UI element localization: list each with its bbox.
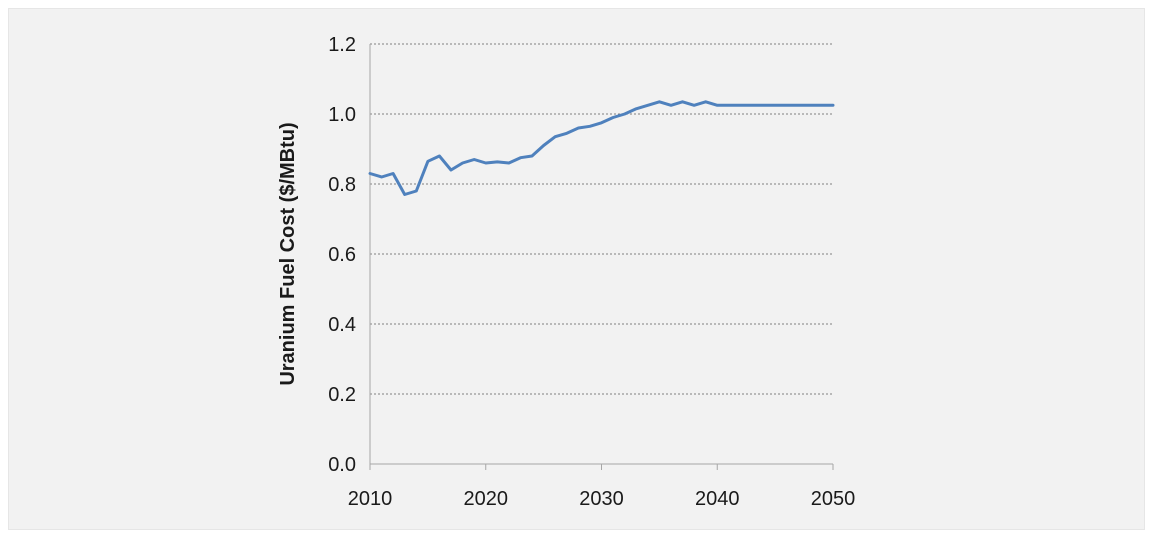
x-tick-label: 2050 xyxy=(811,488,856,510)
y-tick-label: 0.8 xyxy=(328,174,356,196)
x-tick-label: 2010 xyxy=(348,488,393,510)
y-tick-label: 0.6 xyxy=(328,244,356,266)
x-tick-labels: 2010 2020 2030 2040 2050 xyxy=(348,488,856,510)
y-tick-label: 0.2 xyxy=(328,384,356,406)
axes xyxy=(369,44,834,470)
y-tick-label: 1.0 xyxy=(328,104,356,126)
y-tick-label: 0.0 xyxy=(328,454,356,476)
y-axis-title: Uranium Fuel Cost ($/MBtu) xyxy=(277,122,299,385)
x-tick-label: 2040 xyxy=(695,488,740,510)
series-group xyxy=(368,100,835,196)
y-tick-labels: 0.0 0.2 0.4 0.6 0.8 1.0 1.2 xyxy=(328,34,356,476)
chart-frame xyxy=(8,8,1145,530)
x-tick-label: 2030 xyxy=(579,488,624,510)
y-tick-label: 1.2 xyxy=(328,34,356,56)
y-tick-label: 0.4 xyxy=(328,314,356,336)
series-line xyxy=(368,100,835,196)
gridlines xyxy=(370,43,833,395)
x-tick-label: 2020 xyxy=(464,488,509,510)
